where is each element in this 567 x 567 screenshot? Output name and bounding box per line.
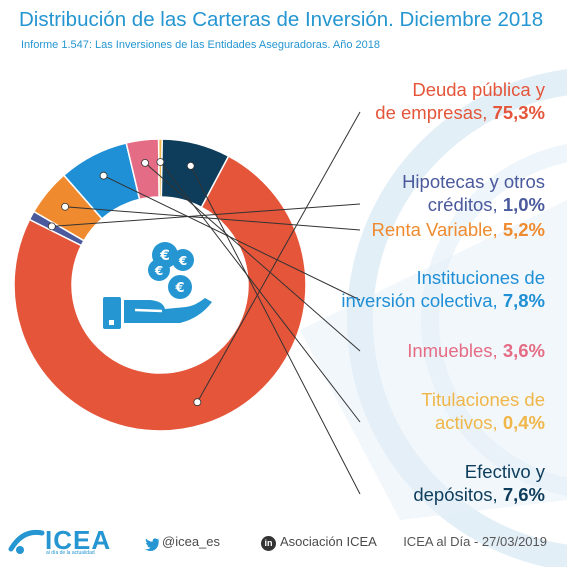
label-value-inmuebles: 3,6% bbox=[502, 340, 545, 361]
label-line1-deuda: Deuda pública y bbox=[412, 79, 545, 100]
leader-dot-efectivo bbox=[186, 161, 195, 170]
slice-deuda bbox=[13, 155, 307, 432]
label-value-instituciones: 7,8% bbox=[502, 290, 545, 311]
label-value-efectivo: 7,6% bbox=[502, 484, 545, 505]
label-titulaciones: Titulaciones de activos, 0,4% bbox=[421, 388, 545, 434]
label-value-deuda: 75,3% bbox=[492, 102, 545, 123]
leader-dot-inmuebles bbox=[141, 159, 149, 167]
label-efectivo: Efectivo y depósitos, 7,6% bbox=[413, 460, 545, 506]
svg-text:€: € bbox=[154, 264, 163, 278]
label-value-renta-variable: 5,2% bbox=[502, 219, 545, 240]
label-line1-efectivo: Efectivo y bbox=[464, 461, 545, 482]
label-text-renta-variable: Renta Variable, bbox=[371, 219, 503, 240]
label-text-hipotecas: créditos, bbox=[427, 194, 503, 215]
leader-dot-renta-variable bbox=[61, 202, 69, 211]
label-inmuebles: Inmuebles, 3,6% bbox=[407, 339, 545, 362]
label-line1-titulaciones: Titulaciones de bbox=[421, 389, 545, 410]
twitter-handle[interactable]: @icea_es bbox=[162, 534, 221, 549]
publication-date: ICEA al Día - 27/03/2019 bbox=[403, 534, 547, 549]
label-hipotecas: Hipotecas y otros créditos, 1,0% bbox=[402, 170, 545, 216]
label-text-deuda: de empresas, bbox=[375, 102, 493, 123]
label-line1-instituciones: Instituciones de bbox=[416, 267, 545, 288]
label-line2-titulaciones: activos, 0,4% bbox=[421, 411, 545, 434]
label-line2-hipotecas: créditos, 1,0% bbox=[402, 193, 545, 216]
label-text-efectivo: depósitos, bbox=[413, 484, 503, 505]
icea-logo-tagline: al día de la actualidad bbox=[46, 550, 95, 556]
twitter-bird-icon bbox=[144, 538, 160, 551]
label-value-titulaciones: 0,4% bbox=[502, 412, 545, 433]
leader-line-titulaciones bbox=[159, 161, 361, 423]
linkedin-icon: in bbox=[261, 536, 276, 551]
leader-line-efectivo bbox=[190, 165, 361, 495]
leader-dot-titulaciones bbox=[156, 158, 165, 166]
leader-line-inmuebles bbox=[144, 162, 361, 352]
page-title: Distribución de las Carteras de Inversió… bbox=[19, 8, 544, 31]
leader-line-instituciones bbox=[103, 175, 361, 301]
hand-with-euro-coins-icon: € € € € bbox=[103, 242, 212, 329]
leader-dot-deuda bbox=[193, 398, 202, 407]
leader-line-deuda bbox=[196, 111, 361, 403]
label-line2-efectivo: depósitos, 7,6% bbox=[413, 483, 545, 506]
leader-dot-hipotecas bbox=[47, 222, 56, 231]
leader-line-renta-variable bbox=[65, 206, 361, 231]
svg-text:€: € bbox=[174, 281, 184, 296]
label-renta-variable: Renta Variable, 5,2% bbox=[372, 218, 545, 241]
icea-logo-text: ICEA bbox=[45, 525, 112, 555]
label-line2-instituciones: inversión colectiva, 7,8% bbox=[341, 289, 545, 312]
label-value-hipotecas: 1,0% bbox=[502, 194, 545, 215]
label-text-inmuebles: Inmuebles, bbox=[407, 340, 503, 361]
label-deuda: Deuda pública y de empresas, 75,3% bbox=[375, 78, 545, 124]
label-line1-hipotecas: Hipotecas y otros bbox=[402, 171, 545, 192]
svg-text:€: € bbox=[159, 248, 170, 264]
label-instituciones: Instituciones de inversión colectiva, 7,8… bbox=[341, 266, 545, 312]
leader-line-hipotecas bbox=[51, 203, 361, 227]
page-subtitle: Informe 1.547: Las Inversiones de las En… bbox=[21, 39, 380, 51]
icea-logo-icon bbox=[8, 529, 45, 554]
label-line2-deuda: de empresas, 75,3% bbox=[375, 101, 545, 124]
linkedin-account[interactable]: Asociación ICEA bbox=[280, 534, 377, 549]
label-text-instituciones: inversión colectiva, bbox=[341, 290, 503, 311]
label-line2-renta-variable: Renta Variable, 5,2% bbox=[372, 218, 545, 241]
label-text-titulaciones: activos, bbox=[434, 412, 503, 433]
label-line2-inmuebles: Inmuebles, 3,6% bbox=[407, 339, 545, 362]
svg-text:€: € bbox=[178, 254, 187, 268]
leader-dot-instituciones bbox=[99, 171, 108, 180]
